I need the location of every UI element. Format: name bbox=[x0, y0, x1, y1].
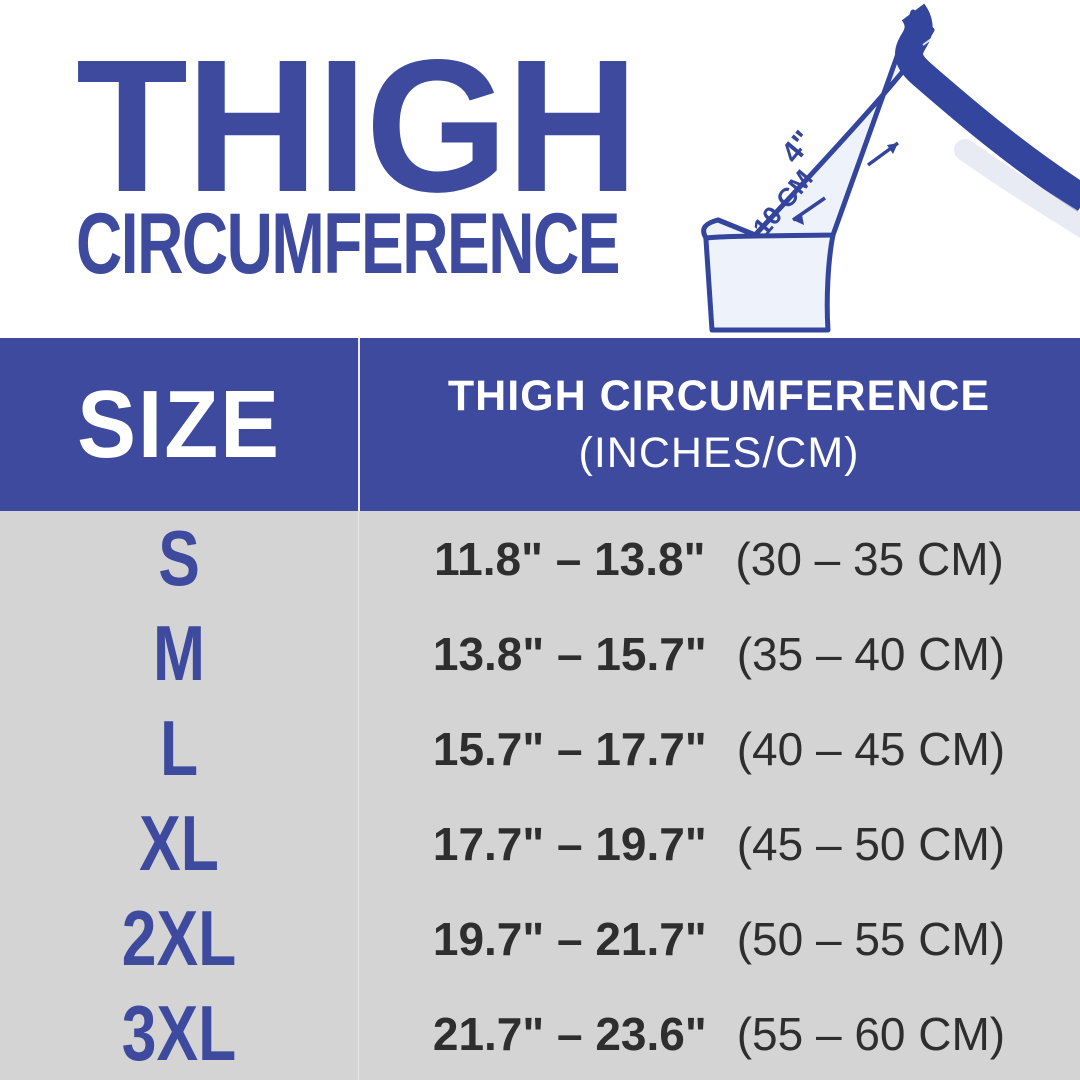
svg-text:4": 4" bbox=[775, 125, 820, 170]
